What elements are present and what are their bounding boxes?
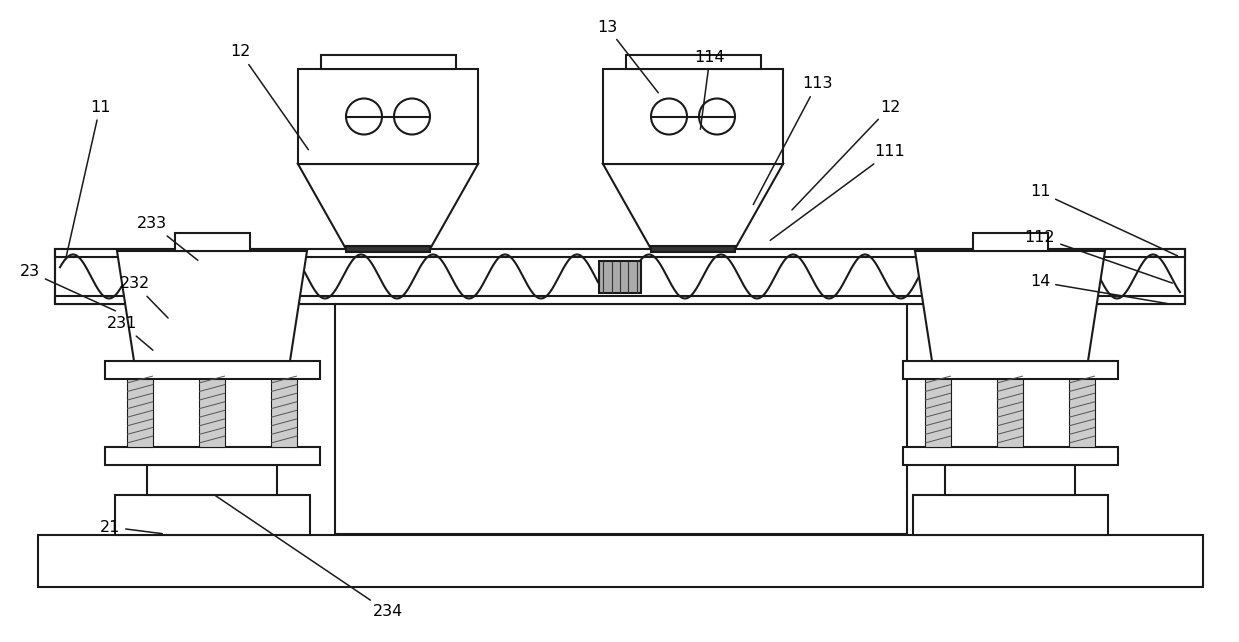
Bar: [55, 249, 1184, 257]
Text: 113: 113: [753, 76, 833, 205]
Bar: [38, 535, 1203, 587]
Bar: [603, 69, 783, 164]
Text: 12: 12: [792, 100, 901, 210]
Text: 12: 12: [229, 44, 309, 150]
Bar: [1069, 379, 1095, 447]
Text: 13: 13: [597, 19, 658, 93]
Text: 232: 232: [120, 277, 169, 318]
Text: 11: 11: [66, 100, 110, 259]
Bar: [973, 233, 1047, 251]
Bar: [104, 361, 320, 379]
Text: 14: 14: [1030, 275, 1167, 304]
Text: 114: 114: [695, 49, 725, 129]
Bar: [299, 69, 478, 164]
Bar: [650, 246, 735, 252]
Bar: [128, 379, 152, 447]
Text: 112: 112: [1025, 229, 1172, 283]
Bar: [997, 379, 1023, 447]
Text: 231: 231: [107, 317, 152, 350]
Bar: [271, 379, 297, 447]
Bar: [114, 495, 310, 535]
Bar: [199, 379, 225, 447]
Bar: [926, 379, 952, 447]
Polygon shape: [299, 164, 478, 249]
Bar: [912, 495, 1108, 535]
Bar: [346, 246, 430, 252]
Polygon shape: [603, 164, 783, 249]
Bar: [104, 447, 320, 465]
Text: 21: 21: [100, 519, 162, 535]
Bar: [598, 261, 641, 293]
Bar: [902, 447, 1118, 465]
Polygon shape: [914, 251, 1105, 361]
Text: 234: 234: [216, 496, 403, 620]
Bar: [55, 249, 1184, 304]
Polygon shape: [116, 251, 307, 361]
Bar: [175, 233, 249, 251]
Bar: [147, 465, 278, 495]
Bar: [902, 361, 1118, 379]
Bar: [945, 465, 1075, 495]
Text: 11: 11: [1030, 184, 1177, 256]
Text: 111: 111: [771, 144, 906, 240]
Bar: [321, 55, 456, 69]
Bar: [335, 304, 907, 534]
Bar: [55, 296, 1184, 304]
Bar: [626, 55, 761, 69]
Text: 23: 23: [20, 265, 115, 311]
Text: 233: 233: [138, 216, 198, 260]
